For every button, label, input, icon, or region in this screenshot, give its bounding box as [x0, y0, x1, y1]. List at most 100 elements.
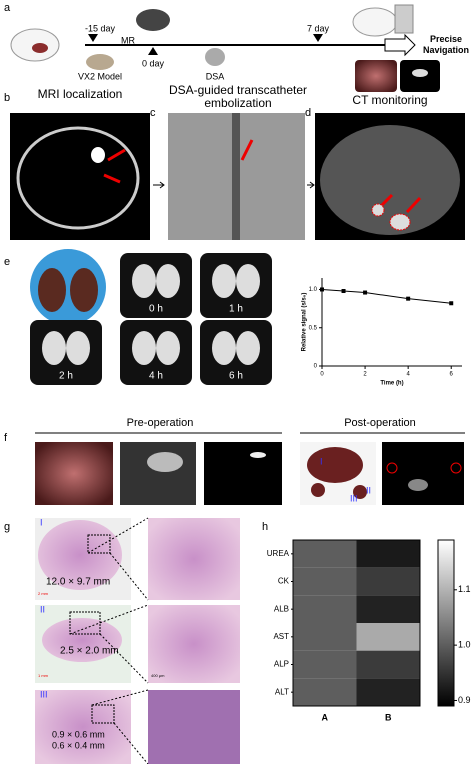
histology-zoom: [148, 690, 240, 764]
rabbit-icon: [352, 7, 398, 37]
anatomy: [320, 125, 460, 235]
column-label: A: [322, 712, 329, 722]
histology: [35, 690, 131, 764]
caption: Precise Navigation: [422, 34, 469, 55]
panel-label: e: [4, 256, 10, 268]
fluorescence-image: [204, 442, 282, 505]
panel-title: DSA-guided transcatheter embolization: [168, 83, 308, 110]
heat-cell: [293, 623, 357, 651]
marker-label: I: [320, 456, 323, 466]
histology-zoom: [148, 605, 240, 683]
row-label: ALB: [274, 604, 289, 613]
tumor: [91, 147, 105, 163]
tumor: [389, 213, 411, 231]
dsa-icon: [205, 48, 225, 66]
time-label: 6 h: [229, 371, 243, 382]
arrow: [153, 181, 165, 189]
size-label: 0.6 × 0.4 mm: [52, 740, 105, 750]
y-tick-label: 1.0: [309, 287, 318, 293]
tissue: [353, 485, 367, 499]
time-label: 7 day: [307, 23, 330, 33]
anatomy: [16, 126, 140, 230]
heat-cell: [356, 567, 420, 596]
time-label: 1 h: [229, 304, 243, 315]
data-point: [363, 290, 368, 295]
panel-label: h: [262, 521, 268, 533]
zoom-line: [69, 517, 149, 764]
fluorescence-image: [120, 442, 196, 505]
panel-label: g: [4, 521, 10, 533]
x-tick-label: 4: [406, 372, 410, 378]
signal: [42, 331, 66, 365]
marker-label: II: [366, 485, 371, 495]
highlight: [450, 462, 462, 474]
panel-label: f: [4, 432, 8, 444]
time-label: 0 day: [142, 58, 165, 68]
row-label: UREA: [267, 549, 290, 558]
x-axis-title: Time (h): [380, 381, 403, 387]
photo: [35, 442, 113, 505]
signal: [250, 452, 266, 458]
photo: [355, 60, 397, 92]
tissue: [38, 268, 66, 312]
size-label: 12.0 × 9.7 mm: [46, 577, 110, 588]
heat-cell: [356, 650, 420, 679]
panel-label: d: [305, 107, 311, 119]
heat-cell: [293, 540, 357, 568]
section-title: Pre-operation: [127, 417, 194, 429]
y-tick-label: 0: [314, 364, 318, 370]
marker: [313, 34, 323, 42]
tissue-section: [38, 520, 122, 590]
heat-cell: [356, 678, 420, 706]
tissue: [311, 483, 325, 497]
heat-cell: [356, 623, 420, 651]
data-point: [406, 296, 411, 301]
column-label: B: [385, 712, 392, 722]
heat-cell: [356, 595, 420, 623]
size-label: 0.9 × 0.6 mm: [52, 729, 105, 739]
scale-label: 400 μm: [151, 673, 165, 678]
marker: [148, 47, 158, 55]
y-axis-title: Relative signal (s/s₀): [302, 293, 308, 352]
panel-label: a: [4, 2, 11, 14]
scale-label: 2 mm: [38, 591, 49, 596]
heat-cell: [293, 650, 357, 679]
arrow: [103, 148, 126, 184]
section-title: Post-operation: [344, 417, 416, 429]
zoom-box: [69, 611, 101, 635]
marker: [88, 34, 98, 42]
frame: [292, 539, 421, 707]
mri-image: [10, 113, 150, 240]
signal: [412, 69, 428, 77]
row-id: I: [40, 517, 43, 527]
timeline-arrow: [384, 33, 416, 57]
highlight: [386, 462, 398, 474]
data-line: [321, 288, 452, 304]
caption: MR: [121, 35, 135, 45]
row-label: AST: [273, 632, 289, 641]
liver-icon: [32, 43, 48, 53]
y-tick-label: 0.5: [309, 325, 318, 331]
data-point: [320, 287, 324, 292]
tissue: [70, 268, 98, 312]
signal: [147, 452, 183, 472]
panel-title: MRI localization: [37, 87, 123, 101]
x-tick-label: 0: [320, 372, 324, 378]
tumor: [371, 203, 385, 217]
fluorescence-image: [382, 442, 464, 505]
panel-label: b: [4, 92, 10, 104]
row-label: ALT: [275, 687, 289, 696]
signal: [212, 331, 236, 365]
signal: [156, 264, 180, 298]
colorbar: [437, 539, 455, 707]
caption: VX2 Model: [78, 71, 122, 81]
device-icon: [394, 4, 414, 34]
row-id: II: [40, 604, 45, 614]
size-label: 2.5 × 2.0 mm: [60, 646, 119, 657]
row-label: ALP: [274, 660, 289, 669]
time-label: 2 h: [59, 371, 73, 382]
row-id: III: [40, 689, 48, 699]
time-label: 0 h: [149, 304, 163, 315]
data-point: [341, 289, 346, 294]
